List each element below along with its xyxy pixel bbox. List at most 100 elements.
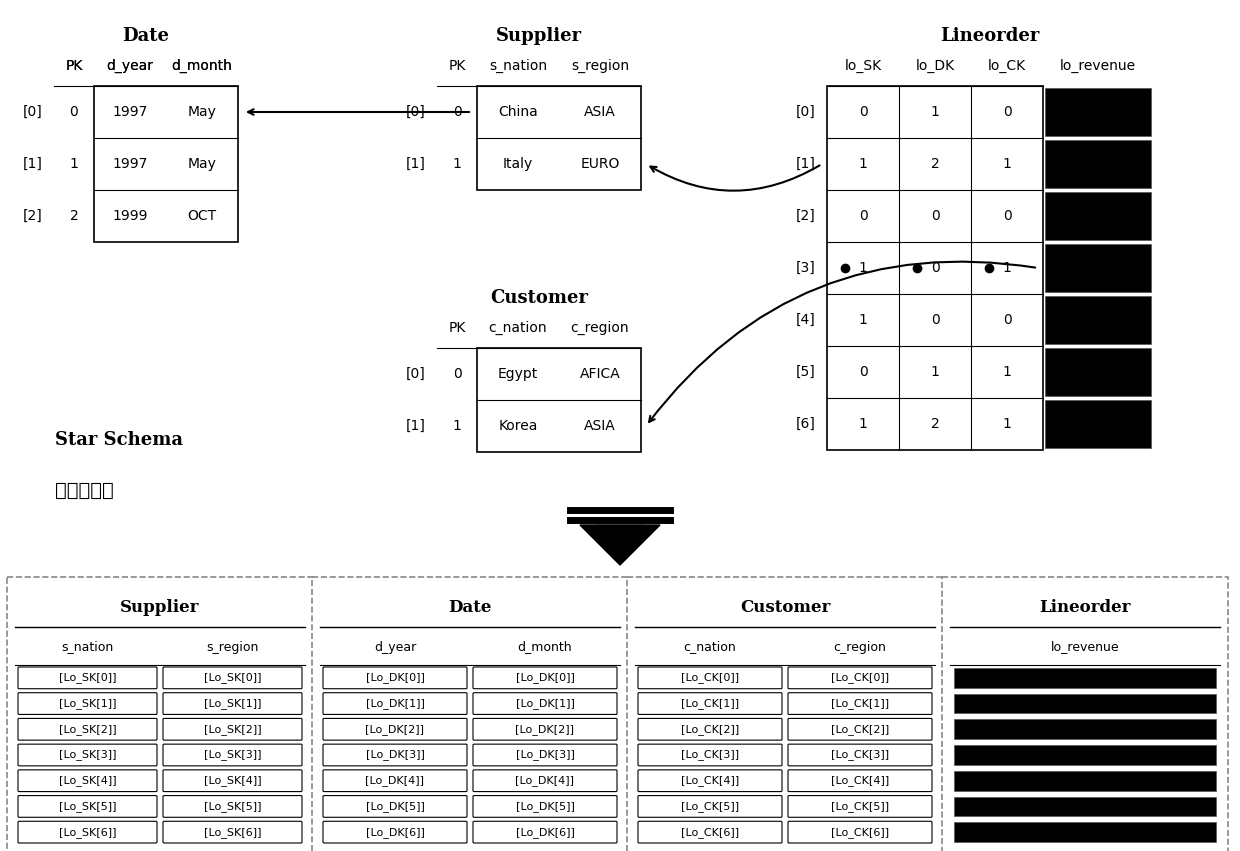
FancyBboxPatch shape (472, 821, 618, 843)
Text: [Lo_CK[0]]: [Lo_CK[0]] (831, 672, 889, 683)
Text: PK: PK (449, 321, 466, 335)
Bar (954, 822, 1216, 842)
Text: [Lo_SK[5]]: [Lo_SK[5]] (203, 801, 262, 812)
Bar (942, 577, 1228, 851)
Text: 1: 1 (1003, 157, 1012, 171)
Text: [Lo_SK[4]]: [Lo_SK[4]] (58, 775, 117, 786)
FancyBboxPatch shape (19, 718, 157, 740)
Bar (477, 86, 641, 190)
Text: [0]: [0] (407, 105, 425, 119)
Text: d_year: d_year (374, 641, 417, 654)
Bar (954, 771, 1216, 791)
Bar (954, 797, 1216, 816)
Text: 1997: 1997 (113, 105, 148, 119)
FancyBboxPatch shape (322, 796, 467, 817)
Bar (954, 694, 1216, 713)
FancyBboxPatch shape (19, 770, 157, 791)
Text: [0]: [0] (24, 105, 43, 119)
Text: 虚拟物化表: 虚拟物化表 (55, 481, 114, 500)
FancyBboxPatch shape (472, 693, 618, 715)
Text: [Lo_CK[5]]: [Lo_CK[5]] (681, 801, 739, 812)
FancyBboxPatch shape (322, 667, 467, 688)
Text: [Lo_DK[6]]: [Lo_DK[6]] (516, 826, 574, 837)
Text: [Lo_CK[2]]: [Lo_CK[2]] (681, 724, 739, 734)
Bar (954, 668, 1216, 688)
Bar (1045, 244, 1151, 292)
Bar (1045, 140, 1151, 188)
FancyBboxPatch shape (639, 718, 782, 740)
Text: 2: 2 (931, 157, 940, 171)
Text: [Lo_SK[6]]: [Lo_SK[6]] (58, 826, 117, 837)
Text: [Lo_DK[5]]: [Lo_DK[5]] (366, 801, 424, 812)
Text: c_region: c_region (570, 321, 630, 335)
Text: [0]: [0] (796, 105, 816, 119)
Text: d_year: d_year (107, 59, 154, 73)
Text: [Lo_SK[1]]: [Lo_SK[1]] (58, 698, 117, 709)
Text: [Lo_CK[2]]: [Lo_CK[2]] (831, 724, 889, 734)
Text: lo_revenue: lo_revenue (1060, 59, 1136, 73)
Text: 1: 1 (858, 417, 868, 431)
Bar (1045, 192, 1151, 240)
Text: [6]: [6] (796, 417, 816, 431)
Text: 0: 0 (931, 261, 940, 275)
Text: 1: 1 (69, 157, 78, 171)
Text: [Lo_SK[2]]: [Lo_SK[2]] (58, 724, 117, 734)
Text: 1: 1 (453, 419, 461, 433)
Bar (827, 86, 1043, 450)
Text: 0: 0 (1003, 105, 1012, 119)
Text: [1]: [1] (405, 157, 425, 171)
Text: EURO: EURO (580, 157, 620, 171)
Text: May: May (187, 105, 217, 119)
Text: [Lo_SK[3]]: [Lo_SK[3]] (203, 750, 262, 761)
Text: [Lo_CK[4]]: [Lo_CK[4]] (831, 775, 889, 786)
Text: PK: PK (449, 59, 466, 73)
FancyBboxPatch shape (19, 796, 157, 817)
Bar (595, 525, 645, 528)
FancyBboxPatch shape (19, 667, 157, 688)
FancyBboxPatch shape (639, 693, 782, 715)
FancyBboxPatch shape (639, 796, 782, 817)
Text: [Lo_SK[4]]: [Lo_SK[4]] (203, 775, 262, 786)
Text: s_nation: s_nation (489, 59, 547, 73)
Text: Date: Date (449, 598, 492, 615)
Text: 1: 1 (858, 261, 868, 275)
Bar (1045, 400, 1151, 448)
Text: d_month: d_month (517, 641, 573, 654)
Text: d_month: d_month (171, 59, 232, 73)
FancyBboxPatch shape (162, 667, 303, 688)
Text: 0: 0 (931, 209, 940, 223)
Text: PK: PK (66, 59, 83, 73)
Text: [4]: [4] (796, 313, 816, 327)
Text: c_nation: c_nation (489, 321, 547, 335)
Text: 1: 1 (1003, 365, 1012, 379)
Text: 0: 0 (931, 313, 940, 327)
Text: [2]: [2] (24, 209, 43, 223)
Text: 1: 1 (453, 157, 461, 171)
FancyBboxPatch shape (19, 821, 157, 843)
Text: [Lo_DK[5]]: [Lo_DK[5]] (516, 801, 574, 812)
Text: [Lo_DK[1]]: [Lo_DK[1]] (516, 698, 574, 709)
FancyBboxPatch shape (322, 770, 467, 791)
Text: s_nation: s_nation (61, 641, 114, 654)
Text: [Lo_DK[4]]: [Lo_DK[4]] (516, 775, 574, 786)
Text: OCT: OCT (187, 209, 217, 223)
FancyBboxPatch shape (472, 744, 618, 766)
Text: lo_revenue: lo_revenue (1050, 641, 1120, 654)
FancyBboxPatch shape (322, 744, 467, 766)
Text: [Lo_DK[4]]: [Lo_DK[4]] (366, 775, 424, 786)
Text: 1: 1 (930, 365, 940, 379)
Text: [Lo_DK[3]]: [Lo_DK[3]] (366, 750, 424, 761)
Text: [Lo_CK[1]]: [Lo_CK[1]] (831, 698, 889, 709)
Text: 0: 0 (858, 105, 867, 119)
Text: [Lo_CK[5]]: [Lo_CK[5]] (831, 801, 889, 812)
FancyBboxPatch shape (162, 770, 303, 791)
Text: AFICA: AFICA (579, 367, 620, 381)
Text: d_year: d_year (107, 59, 154, 73)
Text: [1]: [1] (24, 157, 43, 171)
Text: [5]: [5] (796, 365, 816, 379)
Text: [Lo_SK[0]]: [Lo_SK[0]] (58, 672, 117, 683)
Text: s_region: s_region (570, 59, 629, 73)
Text: d_month: d_month (171, 59, 232, 73)
Text: Lineorder: Lineorder (940, 27, 1039, 45)
Text: [Lo_DK[0]]: [Lo_DK[0]] (516, 672, 574, 683)
